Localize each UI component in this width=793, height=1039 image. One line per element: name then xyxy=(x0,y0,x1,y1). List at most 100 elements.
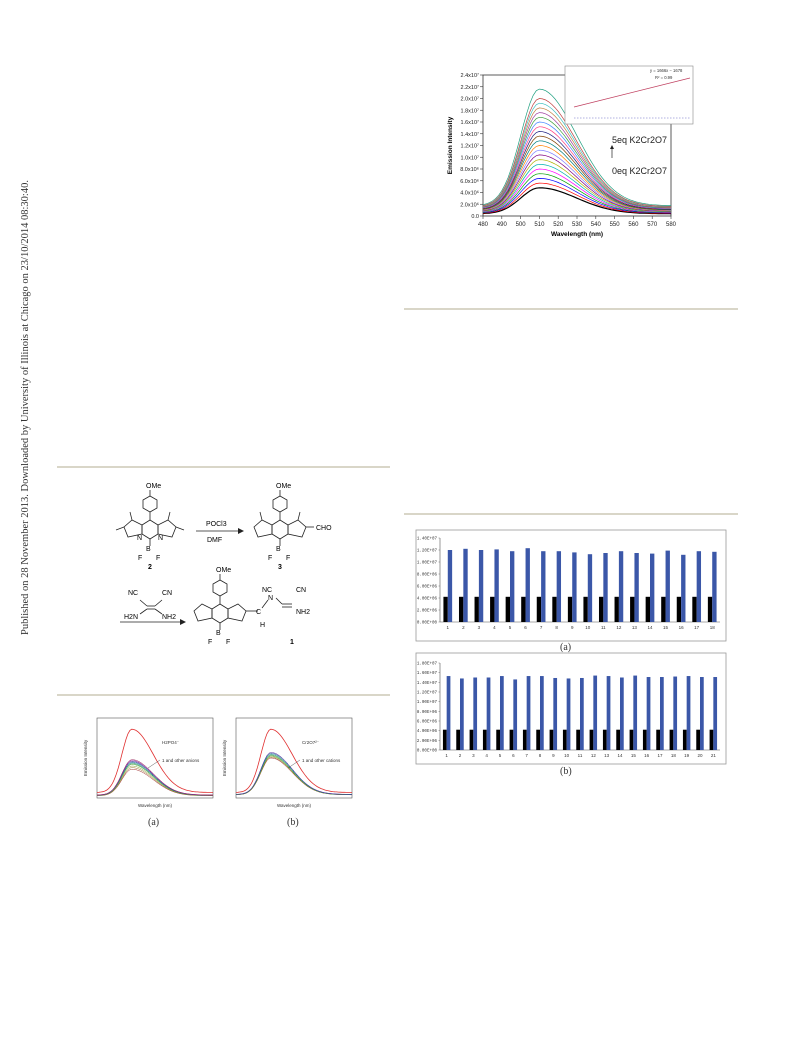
x-tick-label: 4 xyxy=(493,625,496,630)
x-tick-label: 18 xyxy=(671,753,677,758)
compound-1-ome: OMe xyxy=(216,567,231,574)
bar xyxy=(620,677,624,750)
x-tick-label: 3 xyxy=(478,625,481,630)
compound-1-label: 1 xyxy=(290,639,294,646)
bar-chart-a-caption: (a) xyxy=(560,642,572,653)
annotation-5eq: 5eq K2Cr2O7 xyxy=(612,135,667,145)
highlight-spectrum-line xyxy=(96,728,214,793)
x-axis-label: Wavelength (nm) xyxy=(138,803,173,808)
x-tick-label: 8 xyxy=(555,625,558,630)
compound-2-label: 2 xyxy=(148,564,152,571)
bar xyxy=(696,551,702,622)
spectrum-line xyxy=(482,121,671,209)
compound-1-c: C xyxy=(256,609,261,616)
compound-2-f: F xyxy=(138,555,142,562)
spectrum-line xyxy=(482,154,671,212)
bar xyxy=(593,675,598,750)
bar xyxy=(583,596,588,622)
spectrum-line xyxy=(482,107,672,208)
bar xyxy=(650,553,655,622)
x-tick-label: 4 xyxy=(485,753,488,758)
y-tick-label: 1.2x10⁷ xyxy=(460,143,479,150)
bar xyxy=(661,596,666,622)
y-tick-label: 1.20E+07 xyxy=(417,692,438,696)
y-tick-label: 8.00E+06 xyxy=(417,574,438,578)
bar xyxy=(496,729,500,750)
x-tick-label: 3 xyxy=(472,753,475,758)
spectrum-line xyxy=(482,173,671,213)
section-rule xyxy=(57,466,390,468)
compound-3-f: F xyxy=(268,555,272,562)
bar xyxy=(536,596,542,622)
x-tick-label: 15 xyxy=(663,625,669,630)
spectrum-line xyxy=(482,88,672,206)
section-rule xyxy=(57,694,390,696)
bar xyxy=(482,729,487,750)
x-tick-label: 14 xyxy=(647,625,653,630)
bar xyxy=(521,596,526,622)
x-tick-label: 6 xyxy=(512,753,515,758)
bar xyxy=(712,551,717,622)
bar xyxy=(707,596,713,622)
bar xyxy=(669,729,674,750)
bar xyxy=(616,729,620,750)
bar xyxy=(443,596,448,622)
spectrum-line xyxy=(482,102,672,208)
compound-1-n: N xyxy=(268,595,273,602)
bar xyxy=(463,548,468,622)
annotation-0eq: 0eq K2Cr2O7 xyxy=(612,166,667,176)
bar xyxy=(589,729,594,750)
x-tick-label: 9 xyxy=(552,753,555,758)
y-tick-label: 4.00E+06 xyxy=(417,730,438,734)
y-axis-label: Emission Intensity xyxy=(83,739,88,776)
inset-r2: R² = 0.99 xyxy=(655,75,673,80)
compound-1-nh2: NH2 xyxy=(296,609,310,616)
bar xyxy=(490,596,495,622)
reagent-h2n: H2N xyxy=(124,614,138,621)
bar xyxy=(618,551,624,622)
bar xyxy=(696,729,700,750)
bar xyxy=(522,729,527,750)
label-pointer xyxy=(147,759,161,769)
x-tick-label: 10 xyxy=(564,753,570,758)
bar xyxy=(673,676,678,750)
bar xyxy=(505,596,510,622)
spectrum-line xyxy=(482,149,671,211)
reagent-nc: NC xyxy=(128,590,138,597)
group-label: 1 and other anions xyxy=(162,758,200,763)
x-tick-label: 12 xyxy=(616,625,622,630)
y-tick-label: 2.2x10⁷ xyxy=(460,84,479,91)
bar xyxy=(566,678,571,750)
y-tick-label: 2.0x10⁷ xyxy=(460,96,479,103)
bar xyxy=(633,675,638,750)
spectrum-line xyxy=(482,126,672,210)
x-tick-label: 5 xyxy=(509,625,512,630)
reagent-pocl3: POCl3 xyxy=(206,521,227,528)
y-tick-label: 4.00E+06 xyxy=(417,598,438,602)
y-tick-label: 1.00E+07 xyxy=(417,562,438,566)
x-tick-label: 5 xyxy=(499,753,502,758)
spectrum-line xyxy=(482,163,672,213)
compound-3-cho: CHO xyxy=(316,525,332,532)
compound-3-structure xyxy=(253,490,314,546)
bar xyxy=(614,596,619,622)
bar xyxy=(602,729,607,750)
x-tick-label: 510 xyxy=(534,222,545,228)
y-tick-label: 1.00E+07 xyxy=(417,701,438,705)
cation-chart-caption: (b) xyxy=(287,817,299,828)
y-tick-label: 0.00E+00 xyxy=(417,750,438,754)
x-tick-label: 12 xyxy=(591,753,597,758)
bar xyxy=(552,596,557,622)
x-tick-label: 11 xyxy=(578,753,583,758)
bar xyxy=(460,678,464,750)
compound-3-label: 3 xyxy=(278,564,282,571)
bar xyxy=(525,548,530,622)
bar xyxy=(458,596,464,622)
bar xyxy=(541,551,546,622)
x-tick-label: 18 xyxy=(710,625,716,630)
compound-1-f: F xyxy=(208,639,212,646)
compound-1-structure xyxy=(193,574,292,630)
y-tick-label: 6.00E+06 xyxy=(417,721,438,725)
compound-1-f2: F xyxy=(226,639,230,646)
